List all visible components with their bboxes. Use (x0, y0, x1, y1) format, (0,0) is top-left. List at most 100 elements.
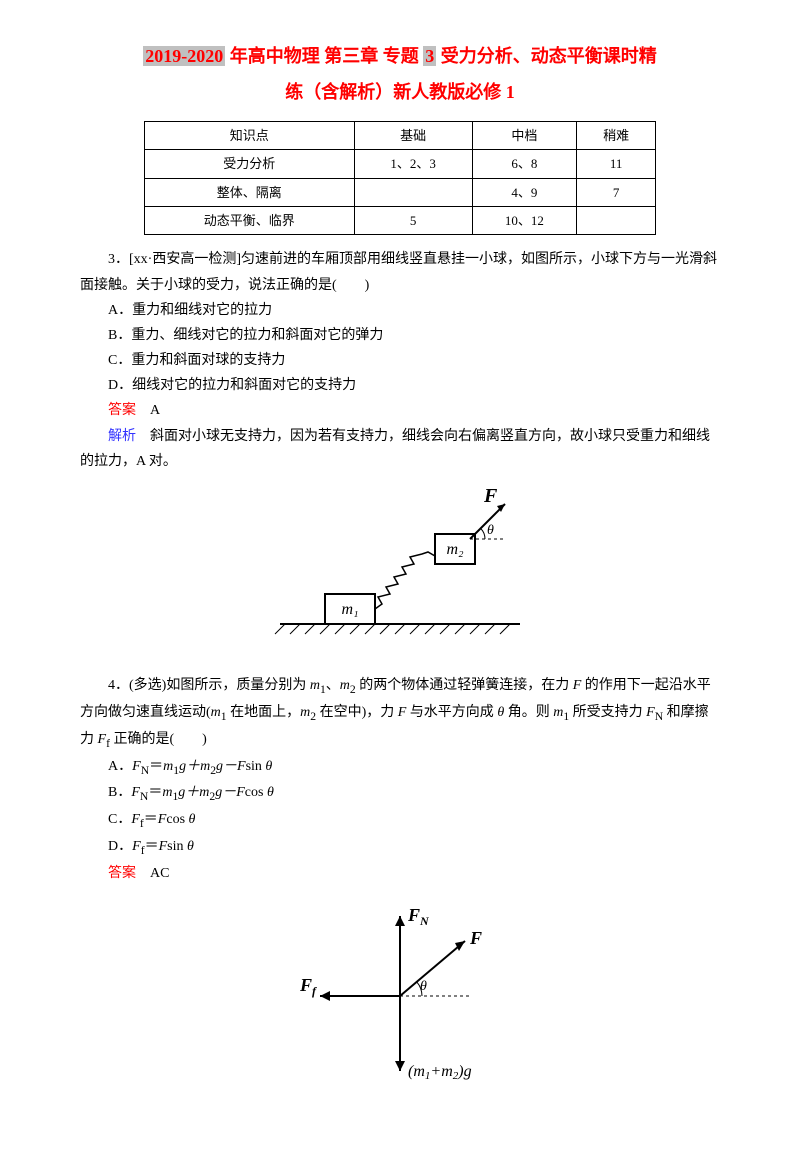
explain-value: 斜面对小球无支持力，因为若有支持力，细线会向右偏离竖直方向，故小球只受重力和细线… (80, 429, 710, 469)
title-hl1: 2019-2020 (143, 46, 225, 66)
t: C． (108, 812, 131, 827)
t: m (200, 759, 210, 774)
cell: 7 (577, 178, 656, 206)
weight-label: (m1+m2)g (408, 1063, 472, 1082)
f-label: F (469, 928, 482, 948)
th-3: 稍难 (577, 121, 656, 149)
t: ＝ (144, 812, 158, 827)
t: F (132, 759, 141, 774)
t: F (131, 812, 140, 827)
th-0: 知识点 (145, 121, 355, 149)
free-body-diagram-icon: FN F θ Ff (m1+m2)g (280, 896, 520, 1096)
q4-option-d: D．Ff＝Fsin θ (80, 834, 720, 861)
t: θ (267, 785, 274, 800)
cell (354, 178, 472, 206)
t: m (163, 759, 173, 774)
table-row: 整体、隔离 4、9 7 (145, 178, 656, 206)
t: m (211, 705, 221, 720)
t: F (132, 839, 141, 854)
t: m (340, 678, 350, 693)
t: F (98, 732, 107, 747)
m2-label: m₂ (446, 541, 464, 558)
t: m (300, 705, 310, 720)
cell: 11 (577, 150, 656, 178)
t: g－ (215, 785, 236, 800)
knowledge-table: 知识点 基础 中档 稍难 受力分析 1、2、3 6、8 11 整体、隔离 4、9… (144, 121, 656, 236)
cell: 6、8 (472, 150, 577, 178)
t: sin (246, 759, 266, 774)
t: m (310, 678, 320, 693)
t: B． (108, 785, 131, 800)
answer-label: 答案 (108, 866, 136, 881)
t: 、 (326, 678, 340, 693)
t: D． (108, 839, 132, 854)
t: 在空中)，力 (316, 705, 398, 720)
q3-answer: 答案 A (80, 398, 720, 423)
m1-label: m₁ (341, 601, 358, 618)
q3-stem: 3．[xx·西安高一检测]匀速前进的车厢顶部用细线竖直悬挂一小球，如图所示，小球… (80, 247, 720, 297)
t: g＋ (178, 785, 199, 800)
table-row: 动态平衡、临界 5 10、12 (145, 206, 656, 234)
title-mid: 年高中物理 第三章 专题 (225, 46, 423, 66)
page-title: 2019-2020 年高中物理 第三章 专题 3 受力分析、动态平衡课时精 (80, 40, 720, 72)
answer-label: 答案 (108, 403, 136, 418)
fn-label: FN (407, 905, 430, 928)
t: 的两个物体通过轻弹簧连接，在力 (356, 678, 573, 693)
t: m (553, 705, 563, 720)
cell: 受力分析 (145, 150, 355, 178)
q4-stem: 4．(多选)如图所示，质量分别为 m1、m2 的两个物体通过轻弹簧连接，在力 F… (80, 673, 720, 753)
t: 所受支持力 (569, 705, 646, 720)
figure-1: m₁ m₂ F θ (80, 484, 720, 663)
t: θ (189, 812, 196, 827)
cell: 动态平衡、临界 (145, 206, 355, 234)
t: g－ (216, 759, 237, 774)
cell: 4、9 (472, 178, 577, 206)
cell (577, 206, 656, 234)
t: F (131, 785, 140, 800)
q4-answer: 答案 AC (80, 861, 720, 886)
t: F (236, 785, 245, 800)
force-F-label: F (483, 485, 498, 507)
t: θ (187, 839, 194, 854)
theta-label: θ (420, 979, 427, 994)
t: 在地面上， (227, 705, 301, 720)
explain-label: 解析 (108, 429, 136, 444)
t: ＝ (145, 839, 159, 854)
t: N (141, 763, 149, 776)
q4-option-c: C．Ff＝Fcos θ (80, 807, 720, 834)
title-tail: 受力分析、动态平衡课时精 (436, 46, 657, 66)
t: 角。则 (504, 705, 553, 720)
t: sin (167, 839, 187, 854)
answer-value: A (136, 403, 160, 418)
t: m (162, 785, 172, 800)
q3-option-b: B．重力、细线对它的拉力和斜面对它的弹力 (80, 323, 720, 348)
q3-option-c: C．重力和斜面对球的支持力 (80, 348, 720, 373)
th-1: 基础 (354, 121, 472, 149)
t: F (237, 759, 246, 774)
q3-option-d: D．细线对它的拉力和斜面对它的支持力 (80, 373, 720, 398)
table-row: 受力分析 1、2、3 6、8 11 (145, 150, 656, 178)
q3-explain: 解析 斜面对小球无支持力，因为若有支持力，细线会向右偏离竖直方向，故小球只受重力… (80, 424, 720, 474)
t: 4．(多选)如图所示，质量分别为 (108, 678, 310, 693)
t: N (655, 710, 663, 723)
q4-option-b: B．FN＝m1g＋m2g－Fcos θ (80, 780, 720, 807)
th-2: 中档 (472, 121, 577, 149)
theta-label: θ (487, 523, 494, 538)
t: θ (265, 759, 272, 774)
figure-2: FN F θ Ff (m1+m2)g (80, 896, 720, 1105)
q4-option-a: A．FN＝m1g＋m2g－Fsin θ (80, 754, 720, 781)
t: F (573, 678, 582, 693)
t: cos (245, 785, 267, 800)
t: g＋ (179, 759, 200, 774)
title-hl2: 3 (423, 46, 436, 66)
spring-diagram-icon: m₁ m₂ F θ (270, 484, 530, 654)
table-header-row: 知识点 基础 中档 稍难 (145, 121, 656, 149)
t: F (159, 839, 168, 854)
cell: 10、12 (472, 206, 577, 234)
t: ＝ (149, 759, 163, 774)
q3-option-a: A．重力和细线对它的拉力 (80, 298, 720, 323)
t: cos (166, 812, 188, 827)
ff-label: Ff (299, 975, 317, 998)
cell: 5 (354, 206, 472, 234)
t: 正确的是( ) (110, 732, 207, 747)
